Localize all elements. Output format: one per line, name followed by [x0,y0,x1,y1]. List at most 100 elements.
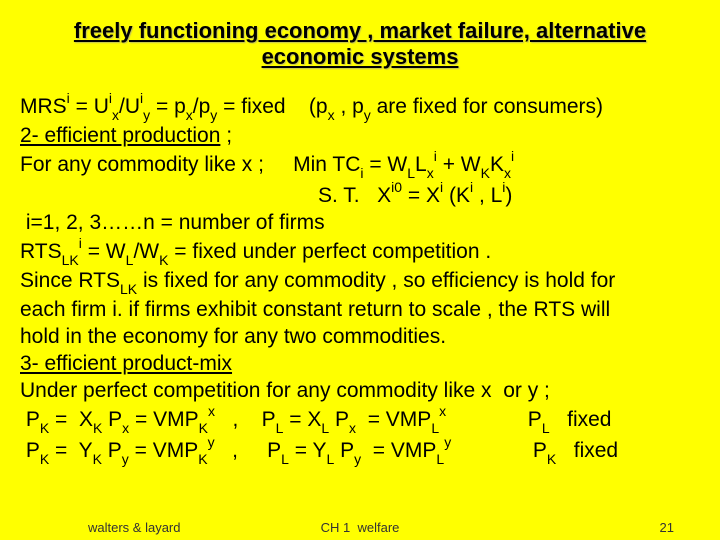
sub: K [481,165,490,181]
text-line: MRSi = Uix/Uiy = px/py = fixed (px , py … [20,92,700,123]
t: fixed [556,439,618,462]
t: , P [215,439,282,462]
sup: i [67,90,70,106]
sub: y [354,451,361,467]
sub: x [186,107,193,123]
t: is fixed for any commodity , so efficien… [137,269,615,292]
t: fixed [550,408,612,431]
t: RTS [20,240,62,263]
sub: L [436,451,444,467]
sub: x [427,165,434,181]
text-line: Since RTSLK is fixed for any commodity ,… [20,268,700,297]
text-line: 2- efficient production ; [20,123,700,150]
t: , p [335,95,364,118]
t: = X [49,408,93,431]
sub: x [112,107,119,123]
heading: 2- efficient production [20,124,220,147]
sub: x [328,107,335,123]
t: S. T. X [318,184,391,207]
text-line: i=1, 2, 3……n = number of firms [20,210,700,237]
slide-body: MRSi = Uix/Uiy = px/py = fixed (px , py … [20,92,700,467]
sup: i [470,179,473,195]
sub: LK [120,281,137,297]
t: = X [402,184,440,207]
sub: K [159,252,168,268]
sup: y [444,434,451,450]
sub: x [504,165,511,181]
sub: L [276,420,284,436]
t: /W [133,240,159,263]
sup: x [208,403,215,419]
sub: K [40,420,49,436]
t: + W [437,153,481,176]
sub: K [547,451,556,467]
text-line: hold in the economy for any two commodit… [20,324,700,351]
text-line: each firm i. if firms exhibit constant r… [20,297,700,324]
t: P [334,439,354,462]
t: = Y [49,439,92,462]
t: = fixed under perfect competition . [168,240,491,263]
text-line: S. T. Xi0 = Xi (Ki , Li) [20,181,700,210]
t: P [329,408,349,431]
t: /U [119,95,140,118]
sub: L [326,451,334,467]
t: /p [193,95,211,118]
sub: x [349,420,356,436]
sup: i0 [391,179,402,195]
t: = U [70,95,109,118]
text-line: RTSLKi = WL/WK = fixed under perfect com… [20,237,700,268]
sub: LK [62,252,79,268]
sub: L [281,451,289,467]
text-line: PK = XK Px = VMPKx , PL = XL Px = VMPLx … [20,405,700,436]
t: (K [443,184,470,207]
sub: y [364,107,371,123]
t: = fixed (p [217,95,327,118]
sub: L [407,165,415,181]
sub: K [198,451,207,467]
sub: L [321,420,329,436]
t: MRS [20,95,67,118]
sub: L [542,420,550,436]
t: = W [82,240,126,263]
text-line: For any commodity like x ; Min TCi = WLL… [20,150,700,181]
text-line: Under perfect competition for any commod… [20,378,700,405]
sup: i [434,148,437,164]
heading: 3- efficient product-mix [20,351,700,378]
sub: y [143,107,150,123]
sub: x [122,420,129,436]
sup: i [440,179,443,195]
sup: i [109,90,112,106]
sub: L [126,252,134,268]
t: K [490,153,504,176]
t: = VMP [356,408,431,431]
t: = X [283,408,321,431]
t: = VMP [129,408,198,431]
t: , L [473,184,502,207]
sup: i [140,90,143,106]
sub: K [40,451,49,467]
t: = VMP [129,439,198,462]
sub: K [93,451,102,467]
t: ) [505,184,512,207]
t: = Y [289,439,327,462]
t: are fixed for consumers) [371,95,603,118]
t: P [451,439,547,462]
sup: x [439,403,446,419]
text-line: PK = YK Py = VMPKy , PL = YL Py = VMPLy … [20,436,700,467]
slide-title: freely functioning economy , market fail… [20,18,700,70]
sup: i [502,179,505,195]
t: P [102,439,122,462]
slide: freely functioning economy , market fail… [0,0,720,540]
t: P [20,408,40,431]
t: , P [215,408,276,431]
sup: i [79,235,82,251]
sub: K [93,420,102,436]
t: = W [363,153,407,176]
sub: y [122,451,129,467]
footer-center: CH 1 welfare [0,520,720,535]
sup: i [511,148,514,164]
sub: L [431,420,439,436]
t: = p [150,95,186,118]
t: P [102,408,122,431]
footer-right: 21 [660,520,674,535]
